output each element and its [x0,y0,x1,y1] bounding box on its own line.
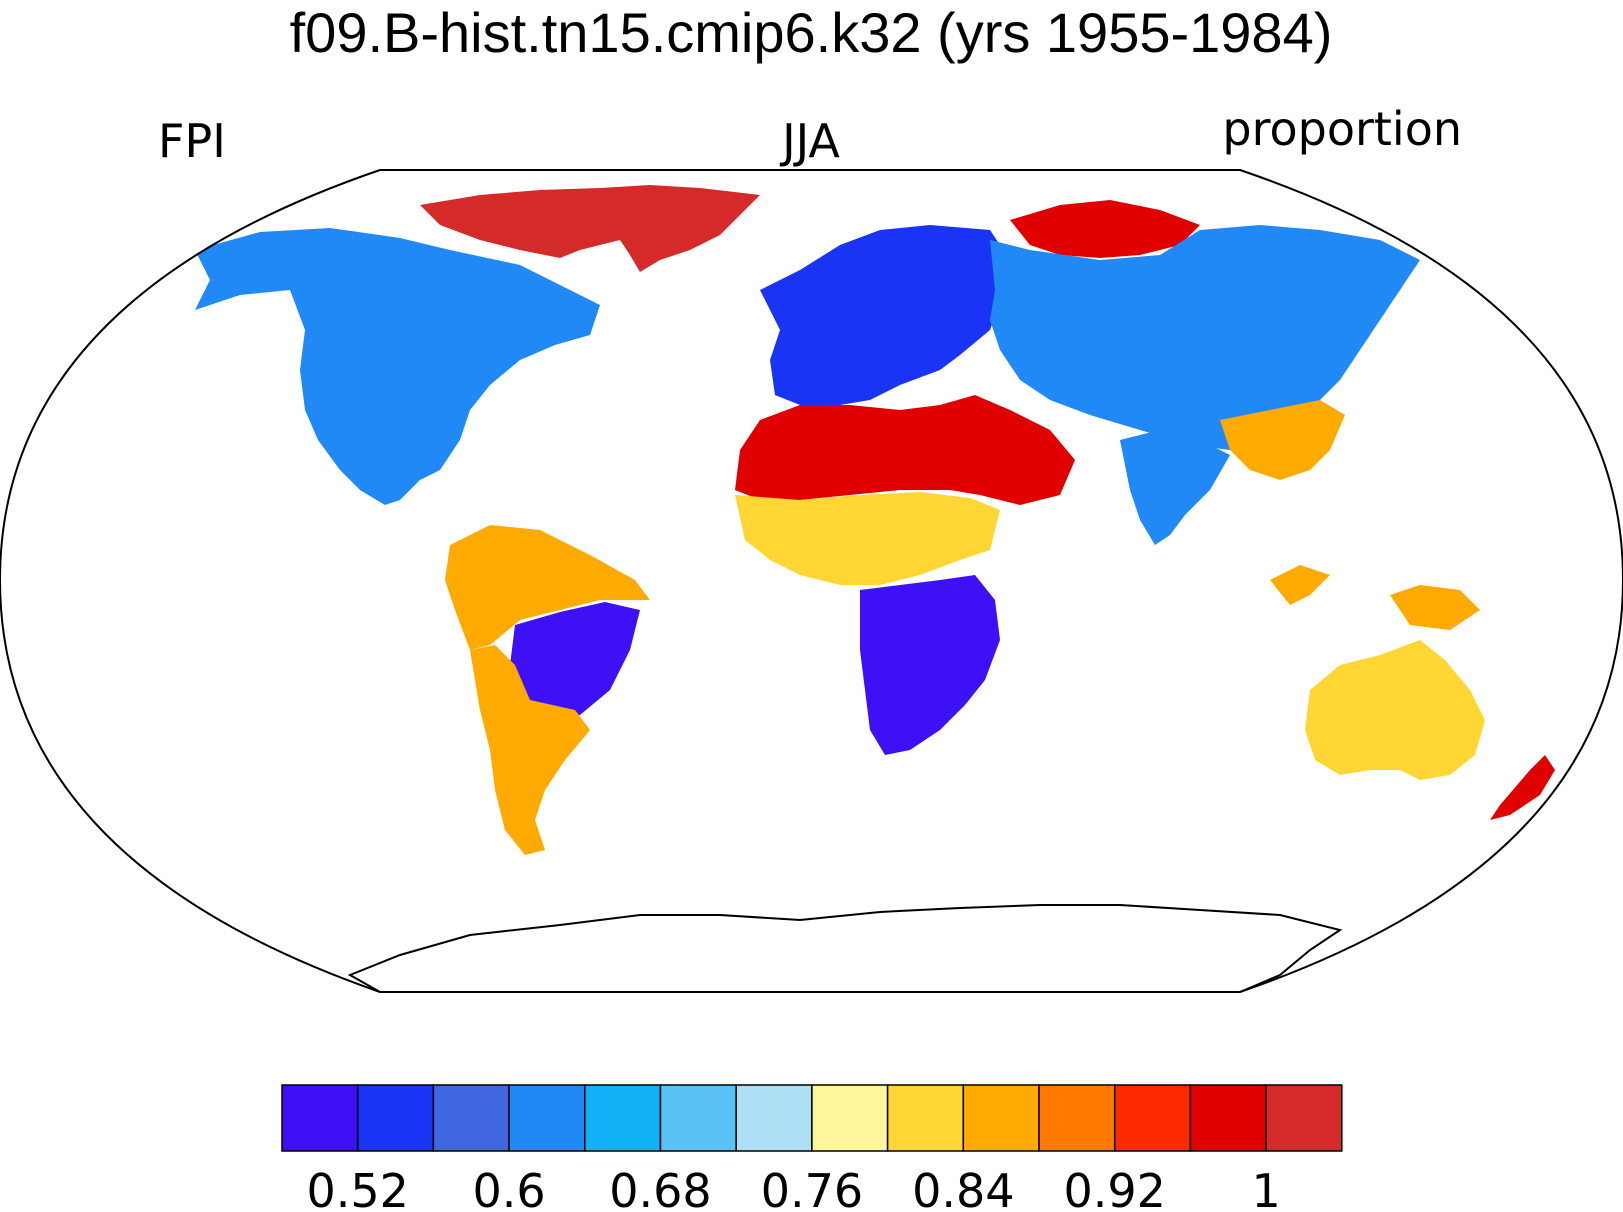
region-south-america-brazil [510,602,640,720]
region-antarctica [347,904,1343,992]
colorbar-swatch [1038,1084,1116,1152]
colorbar-swatch [735,1084,813,1152]
region-europe [760,225,1010,405]
colorbar-swatch [886,1084,965,1152]
region-east-asia [1220,400,1345,480]
region-india [1120,430,1230,545]
colorbar-swatch [356,1084,435,1152]
colorbar-swatch [584,1084,662,1152]
globe-outline [0,169,1623,993]
colorbar-swatch [1113,1084,1192,1152]
region-maritime-continent [1270,565,1480,630]
region-central-africa [860,575,1000,755]
region-south-america-north [445,525,650,650]
colorbar-tick-label: 0.76 [761,1164,863,1212]
region-russia-north [1010,200,1200,258]
region-sahara-arabia [735,395,1075,505]
land-regions [195,185,1555,992]
colorbar-tick-label: 0.92 [1063,1164,1165,1212]
colorbar-tick-label: 0.68 [609,1164,711,1212]
colorbar-swatch [281,1084,359,1152]
region-greenland-arctic-canada [420,185,760,272]
colorbar-swatch [962,1084,1040,1152]
region-south-america-south [470,645,590,855]
colorbar: 0.52 0.6 0.68 0.76 0.84 0.92 1 [281,1084,1343,1212]
globe [0,169,1623,993]
region-sahel [735,492,1000,585]
colorbar-swatch [659,1084,737,1152]
colorbar-tick-label: 0.52 [306,1164,408,1212]
figure-title: f09.B-hist.tn15.cmip6.k32 (yrs 1955-1984… [290,1,1333,64]
colorbar-tick-label: 0.84 [912,1164,1014,1212]
colorbar-tick-label: 0.6 [473,1164,546,1212]
region-asia [990,225,1420,450]
region-new-zealand [1490,755,1555,820]
colorbar-tick-label: 1 [1251,1164,1280,1212]
colorbar-swatch [432,1084,510,1152]
region-north-america [195,228,600,505]
colorbar-swatch [811,1084,889,1152]
right-string: proportion [1222,102,1462,156]
colorbar-swatch [1265,1084,1343,1152]
center-string: JJA [779,114,840,168]
colorbar-swatch [1189,1084,1267,1152]
region-australia [1305,640,1485,780]
left-string: FPI [158,114,226,168]
colorbar-swatch [508,1084,586,1152]
